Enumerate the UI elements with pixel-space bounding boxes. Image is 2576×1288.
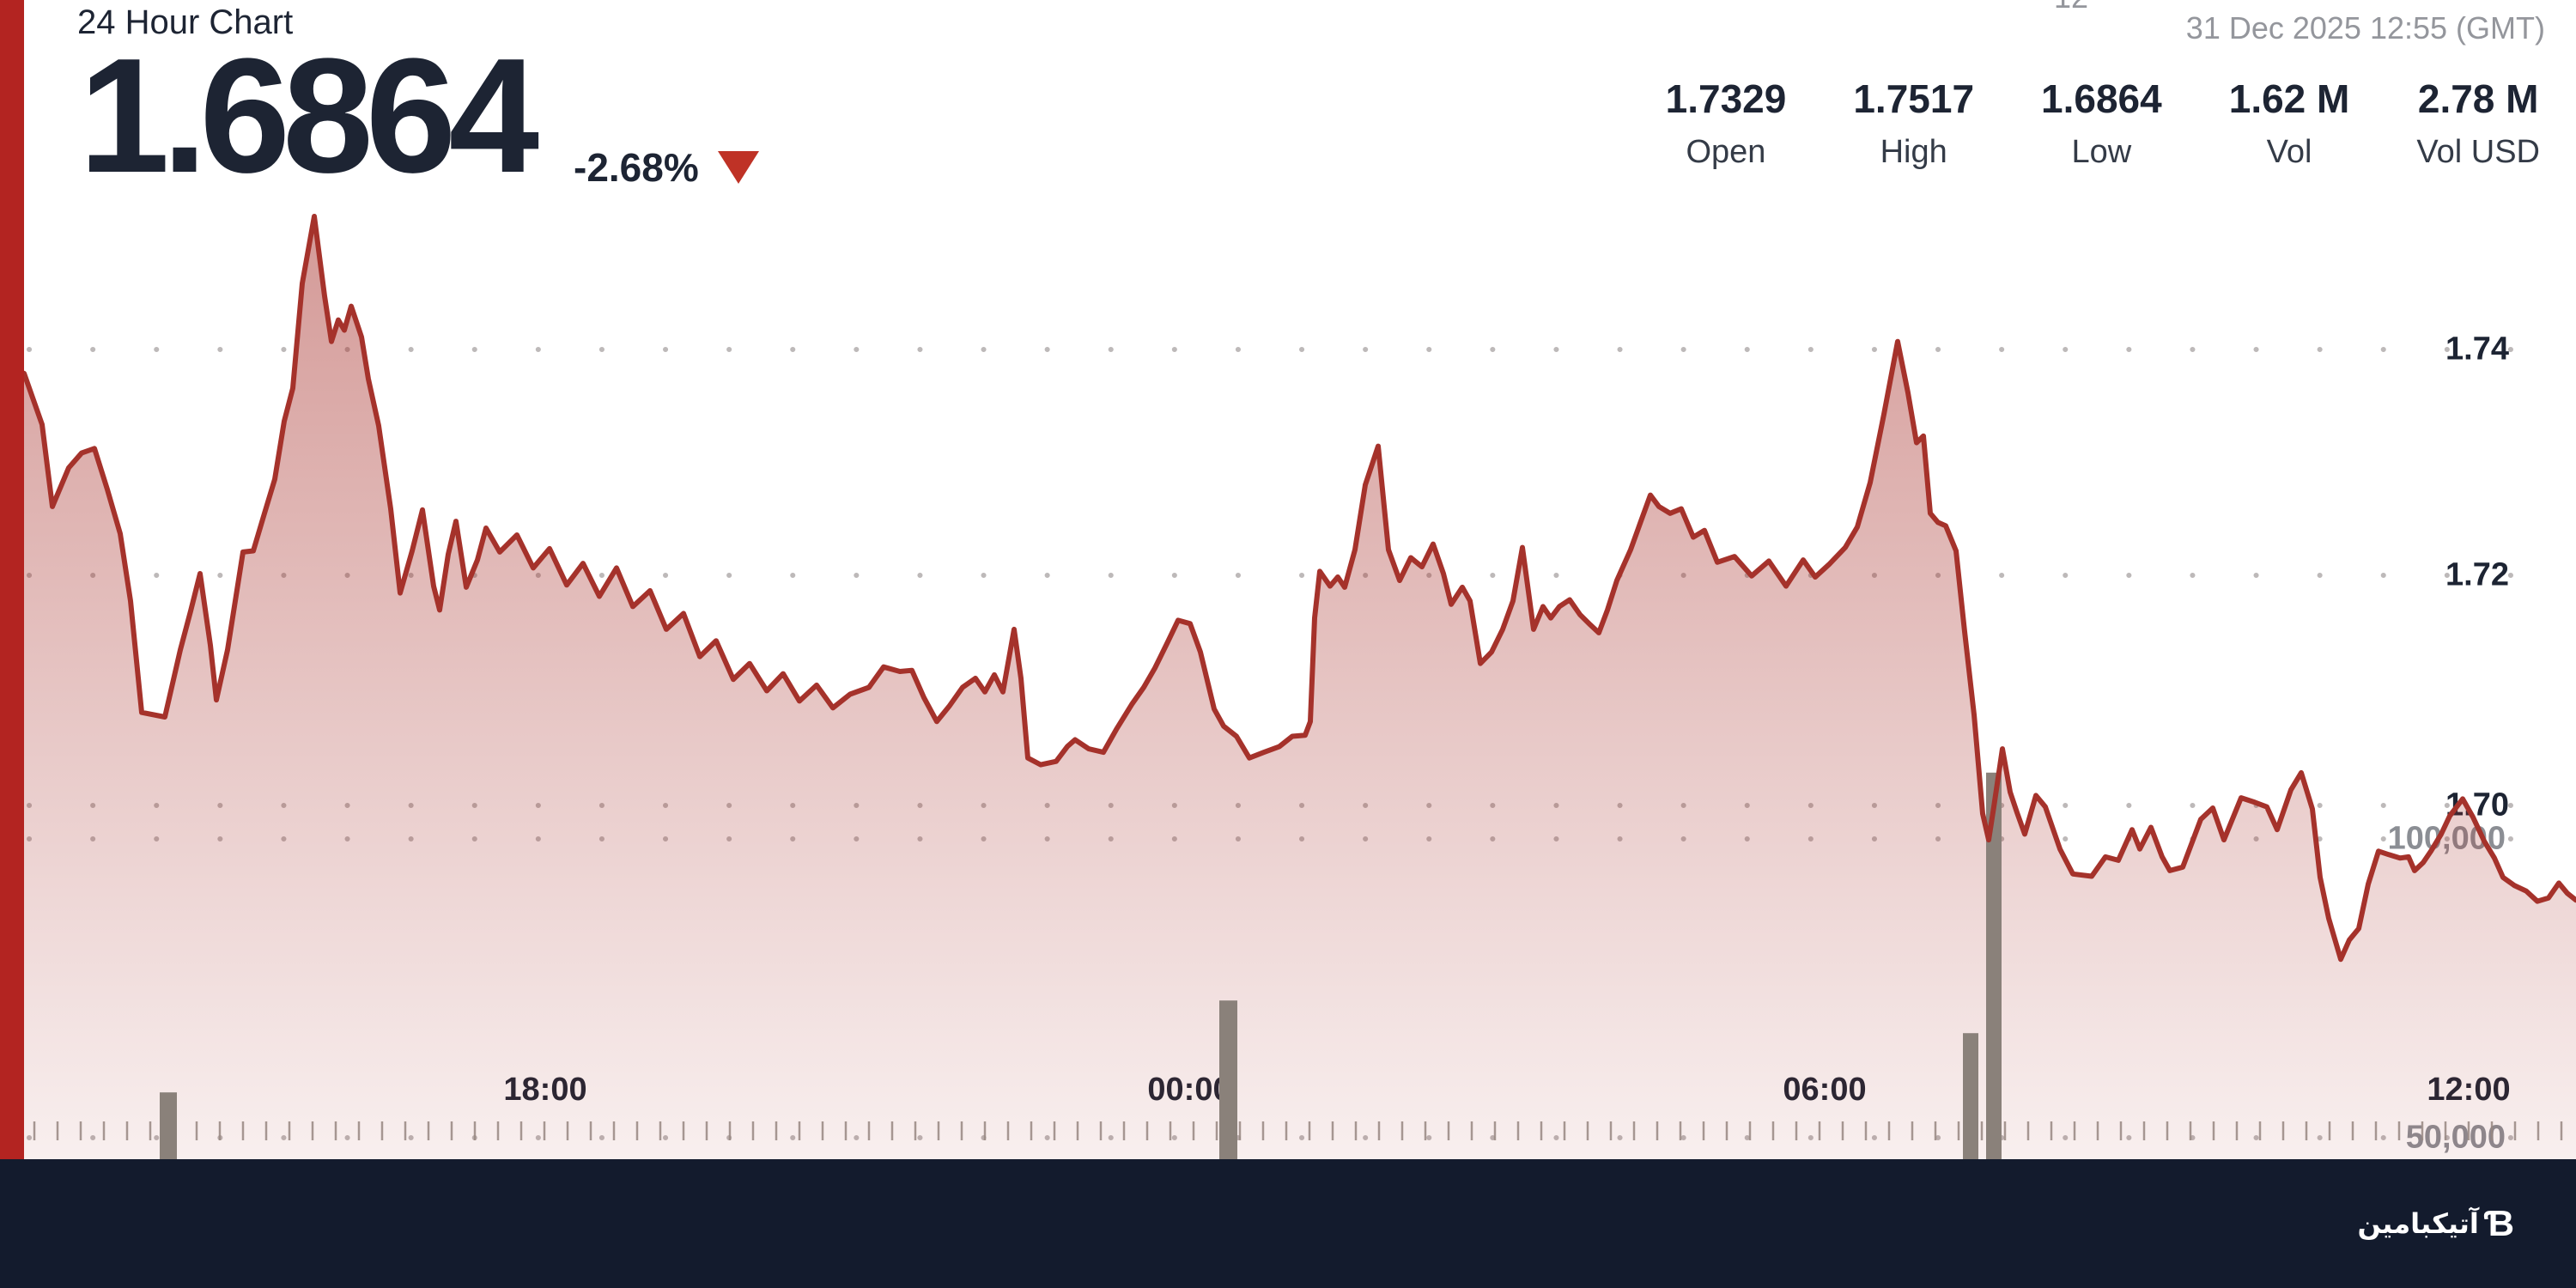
stat-column: 1.62 M Vol xyxy=(2229,76,2350,171)
stat-value: 1.6864 xyxy=(2041,76,2162,121)
stat-label: Vol USD xyxy=(2416,134,2540,170)
stat-label: High xyxy=(1880,134,1947,170)
stat-column: 1.6864 Low xyxy=(2041,76,2162,171)
stat-label: Low xyxy=(2071,134,2132,170)
price-change: -2.68% xyxy=(574,144,759,191)
stat-value: 1.7517 xyxy=(1853,76,1975,121)
brand-logo-icon: Ɓ xyxy=(2483,1203,2514,1243)
change-percent: -2.68% xyxy=(574,145,699,190)
ohlc-stats-row: 1.7329 Open 1.7517 High 1.6864 Low 1.62 M Vol 2.… xyxy=(1666,76,2540,171)
stat-label: Vol xyxy=(2266,134,2312,170)
brand[interactable]: آتیکبامین Ɓ xyxy=(2357,1206,2514,1242)
clipped-scroll-text: 12 xyxy=(2054,0,2157,12)
chart-region[interactable]: 1.74 1.72 1.70 100,000 50,000 18:00 00:00 06:… xyxy=(0,0,2576,1159)
stat-column: 2.78 M Vol USD xyxy=(2416,76,2540,171)
brand-name: آتیکبامین xyxy=(2357,1208,2479,1239)
stat-label: Open xyxy=(1686,134,1766,170)
down-triangle-icon xyxy=(717,151,759,184)
stat-value: 1.62 M xyxy=(2228,76,2350,121)
stat-column: 1.7329 Open xyxy=(1666,76,1787,171)
footer-bar: آتیکبامین Ɓ xyxy=(0,1159,2576,1288)
header-layer: 24 Hour Chart 1.6864 -2.68% 31 Dec 2025 … xyxy=(77,0,2545,207)
chart-title: 24 Hour Chart xyxy=(77,3,294,41)
quote-timestamp: 31 Dec 2025 12:55 (GMT) xyxy=(2185,10,2545,46)
stat-column: 1.7517 High xyxy=(1853,76,1974,171)
stat-value: 1.7329 xyxy=(1665,76,1787,121)
last-price: 1.6864 xyxy=(79,25,539,207)
stat-value: 2.78 M xyxy=(2417,76,2539,121)
